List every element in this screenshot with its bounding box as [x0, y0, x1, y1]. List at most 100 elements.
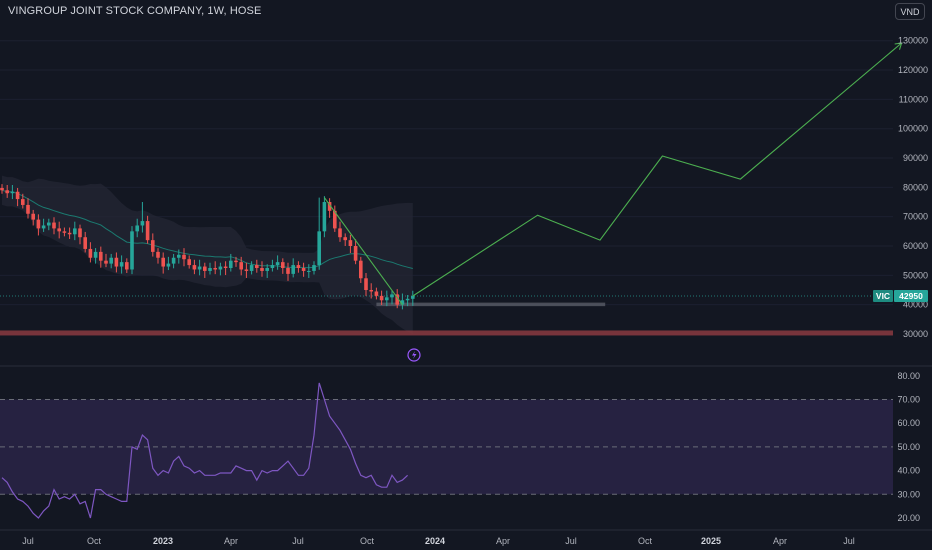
candle-body — [291, 265, 295, 274]
candle-body — [177, 254, 181, 258]
candle-body — [327, 202, 332, 211]
symbol-tag-bg — [873, 290, 893, 303]
candle-body — [223, 266, 228, 269]
candle-body — [379, 295, 384, 301]
decline-trendline — [323, 197, 403, 305]
candle-body — [255, 265, 259, 269]
candle-body — [156, 251, 160, 258]
candle-body — [400, 300, 405, 305]
candle-body — [213, 268, 217, 270]
symbol-tag-label: VIC — [876, 291, 890, 301]
rsi-pane[interactable] — [0, 382, 893, 519]
candle-body — [5, 190, 9, 194]
candle-body — [343, 237, 347, 241]
candlestick-series[interactable] — [0, 184, 415, 310]
rsi-line — [1, 382, 409, 519]
price-axis[interactable]: 30000 40000 50000 60000 70000 80000 90000 10000… — [898, 36, 928, 339]
price-tick-label: 40000 — [903, 300, 928, 310]
target-box — [376, 302, 606, 307]
candle-body — [374, 291, 379, 296]
candle-body — [125, 262, 129, 270]
candle-body — [218, 266, 223, 270]
time-axis[interactable]: Jul Oct 2023 Apr Jul Oct 2024 Apr Jul Oct 2025 Apr J… — [0, 529, 932, 546]
lightning-bolt-icon — [412, 351, 417, 359]
bollinger-mid-line — [1, 189, 413, 269]
projection-line — [323, 42, 903, 305]
candle-body — [114, 257, 119, 267]
time-tick-label: Jul — [292, 536, 304, 546]
candle-body — [411, 296, 415, 299]
price-tick-label: 70000 — [903, 212, 928, 222]
bollinger-bands — [1, 175, 413, 334]
time-tick-label: Jul — [22, 536, 34, 546]
candle-body — [275, 262, 280, 266]
price-tick-label: 110000 — [899, 94, 928, 104]
candle-body — [182, 254, 186, 260]
candle-body — [104, 260, 108, 264]
candle-body — [317, 231, 321, 266]
pane-divider[interactable] — [0, 348, 932, 367]
candle-body — [348, 240, 353, 247]
time-tick-label: Oct — [87, 536, 102, 546]
price-tick-label: 130000 — [898, 36, 928, 46]
candle-body — [135, 225, 139, 232]
time-tick-label: 2024 — [425, 536, 445, 546]
candle-body — [15, 191, 20, 200]
price-tick-label: 30000 — [903, 329, 928, 339]
candle-body — [260, 268, 264, 271]
candle-body — [395, 294, 399, 305]
candle-body — [249, 265, 254, 271]
rsi-tick-label: 70.00 — [897, 395, 920, 405]
candle-body — [239, 262, 243, 270]
candle-body — [130, 231, 134, 270]
projection-path — [412, 42, 902, 297]
candle-body — [265, 268, 269, 271]
time-tick-label: Jul — [843, 536, 855, 546]
candle-body — [405, 298, 410, 301]
price-tick-label: 60000 — [903, 241, 928, 251]
rsi-tick-label: 30.00 — [897, 489, 920, 499]
candle-body — [140, 221, 145, 226]
candle-body — [31, 213, 35, 220]
time-tick-label: Apr — [224, 536, 238, 546]
candle-body — [88, 248, 93, 258]
rsi-tick-label: 50.00 — [897, 442, 920, 452]
candle-body — [166, 263, 171, 267]
candle-body — [36, 219, 41, 229]
candle-body — [47, 222, 51, 226]
candle-body — [364, 278, 368, 291]
candle-body — [197, 266, 202, 270]
time-tick-label: 2025 — [701, 536, 721, 546]
rsi-axis: 20.00 30.00 40.00 50.00 60.00 70.00 80.00 — [897, 371, 920, 523]
last-price-tag: VIC 42950 — [873, 290, 928, 303]
candle-body — [244, 269, 249, 271]
candle-body — [52, 222, 56, 229]
candle-body — [353, 246, 358, 261]
candle-body — [171, 257, 176, 264]
time-tick-label: Oct — [360, 536, 375, 546]
price-tick-label: 90000 — [903, 153, 928, 163]
candle-body — [10, 191, 15, 194]
candle-body — [359, 260, 363, 279]
rsi-tick-label: 80.00 — [897, 371, 920, 381]
candle-body — [145, 221, 150, 241]
candle-body — [312, 265, 316, 271]
candle-body — [322, 202, 327, 232]
candle-body — [281, 262, 285, 269]
price-tick-label: 120000 — [898, 65, 928, 75]
time-tick-label: Apr — [496, 536, 510, 546]
price-tick-label: 80000 — [903, 182, 928, 192]
rsi-tick-label: 60.00 — [897, 418, 920, 428]
candle-body — [208, 268, 212, 271]
candle-body — [296, 265, 301, 269]
candle-body — [67, 232, 72, 235]
projection-arrowhead — [894, 42, 903, 50]
currency-button[interactable]: VND — [895, 3, 925, 20]
candle-body — [333, 210, 337, 229]
time-tick-label: Jul — [565, 536, 577, 546]
candle-body — [62, 231, 67, 233]
candle-body — [99, 251, 103, 261]
candle-body — [83, 237, 87, 249]
time-tick-label: Oct — [638, 536, 653, 546]
